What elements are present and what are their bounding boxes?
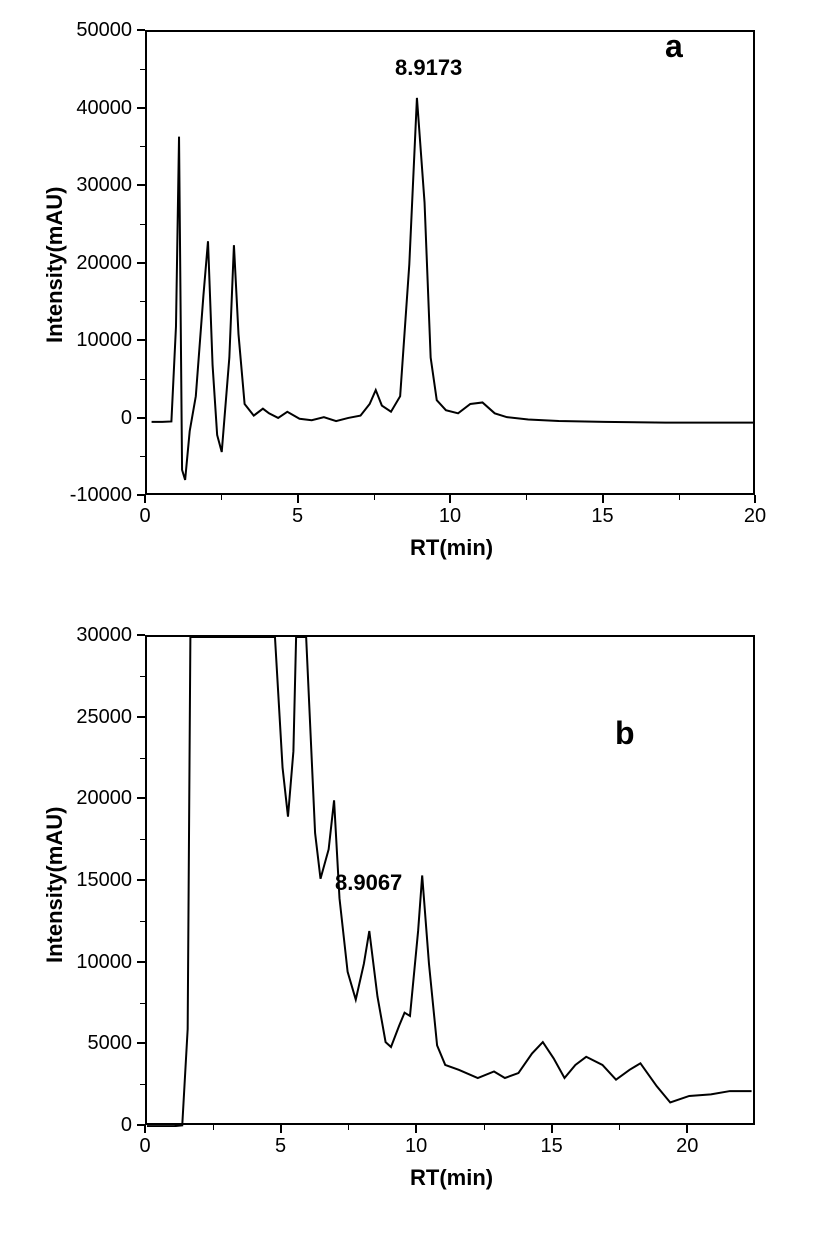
- tick-minor-y: [140, 758, 145, 759]
- tick-y: [137, 879, 145, 881]
- tick-y: [137, 494, 145, 496]
- tick-y: [137, 417, 145, 419]
- tick-label-x: 5: [261, 1135, 301, 1158]
- tick-y: [137, 184, 145, 186]
- tick-y: [137, 1042, 145, 1044]
- plot-box-a: [145, 30, 755, 495]
- tick-y: [137, 1124, 145, 1126]
- peak-label-b: 8.9067: [335, 870, 402, 896]
- tick-label-y: 0: [60, 407, 132, 430]
- tick-label-y: 15000: [60, 869, 132, 892]
- tick-label-x: 0: [125, 1135, 165, 1158]
- tick-x: [754, 495, 756, 503]
- tick-x: [602, 495, 604, 503]
- tick-label-x: 0: [125, 505, 165, 528]
- tick-label-y: -10000: [60, 484, 132, 507]
- tick-x: [144, 1125, 146, 1133]
- chart-svg-b: [147, 637, 757, 1127]
- tick-label-y: 50000: [60, 19, 132, 42]
- tick-x: [297, 495, 299, 503]
- tick-x: [415, 1125, 417, 1133]
- tick-minor-y: [140, 224, 145, 225]
- xlabel-b: RT(min): [410, 1165, 493, 1191]
- panel-label-b: b: [615, 715, 635, 752]
- tick-minor-y: [140, 146, 145, 147]
- tick-label-x: 20: [735, 505, 775, 528]
- tick-minor-y: [140, 839, 145, 840]
- tick-label-y: 5000: [60, 1032, 132, 1055]
- tick-minor-x: [213, 1125, 214, 1130]
- tick-minor-x: [619, 1125, 620, 1130]
- tick-label-y: 10000: [60, 951, 132, 974]
- plot-box-b: [145, 635, 755, 1125]
- tick-minor-x: [348, 1125, 349, 1130]
- tick-label-y: 20000: [60, 252, 132, 275]
- tick-label-y: 40000: [60, 97, 132, 120]
- tick-label-x: 10: [430, 505, 470, 528]
- tick-y: [137, 262, 145, 264]
- tick-label-x: 15: [532, 1135, 572, 1158]
- tick-label-y: 0: [60, 1114, 132, 1137]
- tick-x: [280, 1125, 282, 1133]
- tick-minor-y: [140, 676, 145, 677]
- tick-minor-y: [140, 379, 145, 380]
- tick-y: [137, 716, 145, 718]
- tick-minor-y: [140, 301, 145, 302]
- panel-label-a: a: [665, 28, 683, 65]
- tick-y: [137, 961, 145, 963]
- tick-minor-x: [679, 495, 680, 500]
- xlabel-a: RT(min): [410, 535, 493, 561]
- peak-label-a: 8.9173: [395, 55, 462, 81]
- tick-y: [137, 797, 145, 799]
- tick-x: [449, 495, 451, 503]
- tick-label-y: 10000: [60, 329, 132, 352]
- tick-minor-x: [374, 495, 375, 500]
- tick-y: [137, 339, 145, 341]
- tick-label-x: 20: [667, 1135, 707, 1158]
- figure: a 8.9173 RT(min) Intensity(mAU) 05101520…: [0, 0, 815, 1258]
- tick-label-x: 5: [278, 505, 318, 528]
- tick-minor-y: [140, 69, 145, 70]
- tick-x: [551, 1125, 553, 1133]
- tick-x: [144, 495, 146, 503]
- tick-label-x: 10: [396, 1135, 436, 1158]
- tick-minor-x: [526, 495, 527, 500]
- tick-label-y: 20000: [60, 787, 132, 810]
- tick-label-y: 25000: [60, 706, 132, 729]
- tick-minor-x: [221, 495, 222, 500]
- tick-minor-y: [140, 1084, 145, 1085]
- tick-minor-y: [140, 921, 145, 922]
- tick-minor-y: [140, 456, 145, 457]
- tick-minor-y: [140, 1003, 145, 1004]
- tick-label-y: 30000: [60, 624, 132, 647]
- tick-label-y: 30000: [60, 174, 132, 197]
- tick-minor-x: [484, 1125, 485, 1130]
- chart-svg-a: [147, 32, 757, 497]
- tick-y: [137, 634, 145, 636]
- tick-y: [137, 107, 145, 109]
- tick-x: [686, 1125, 688, 1133]
- tick-label-x: 15: [583, 505, 623, 528]
- tick-y: [137, 29, 145, 31]
